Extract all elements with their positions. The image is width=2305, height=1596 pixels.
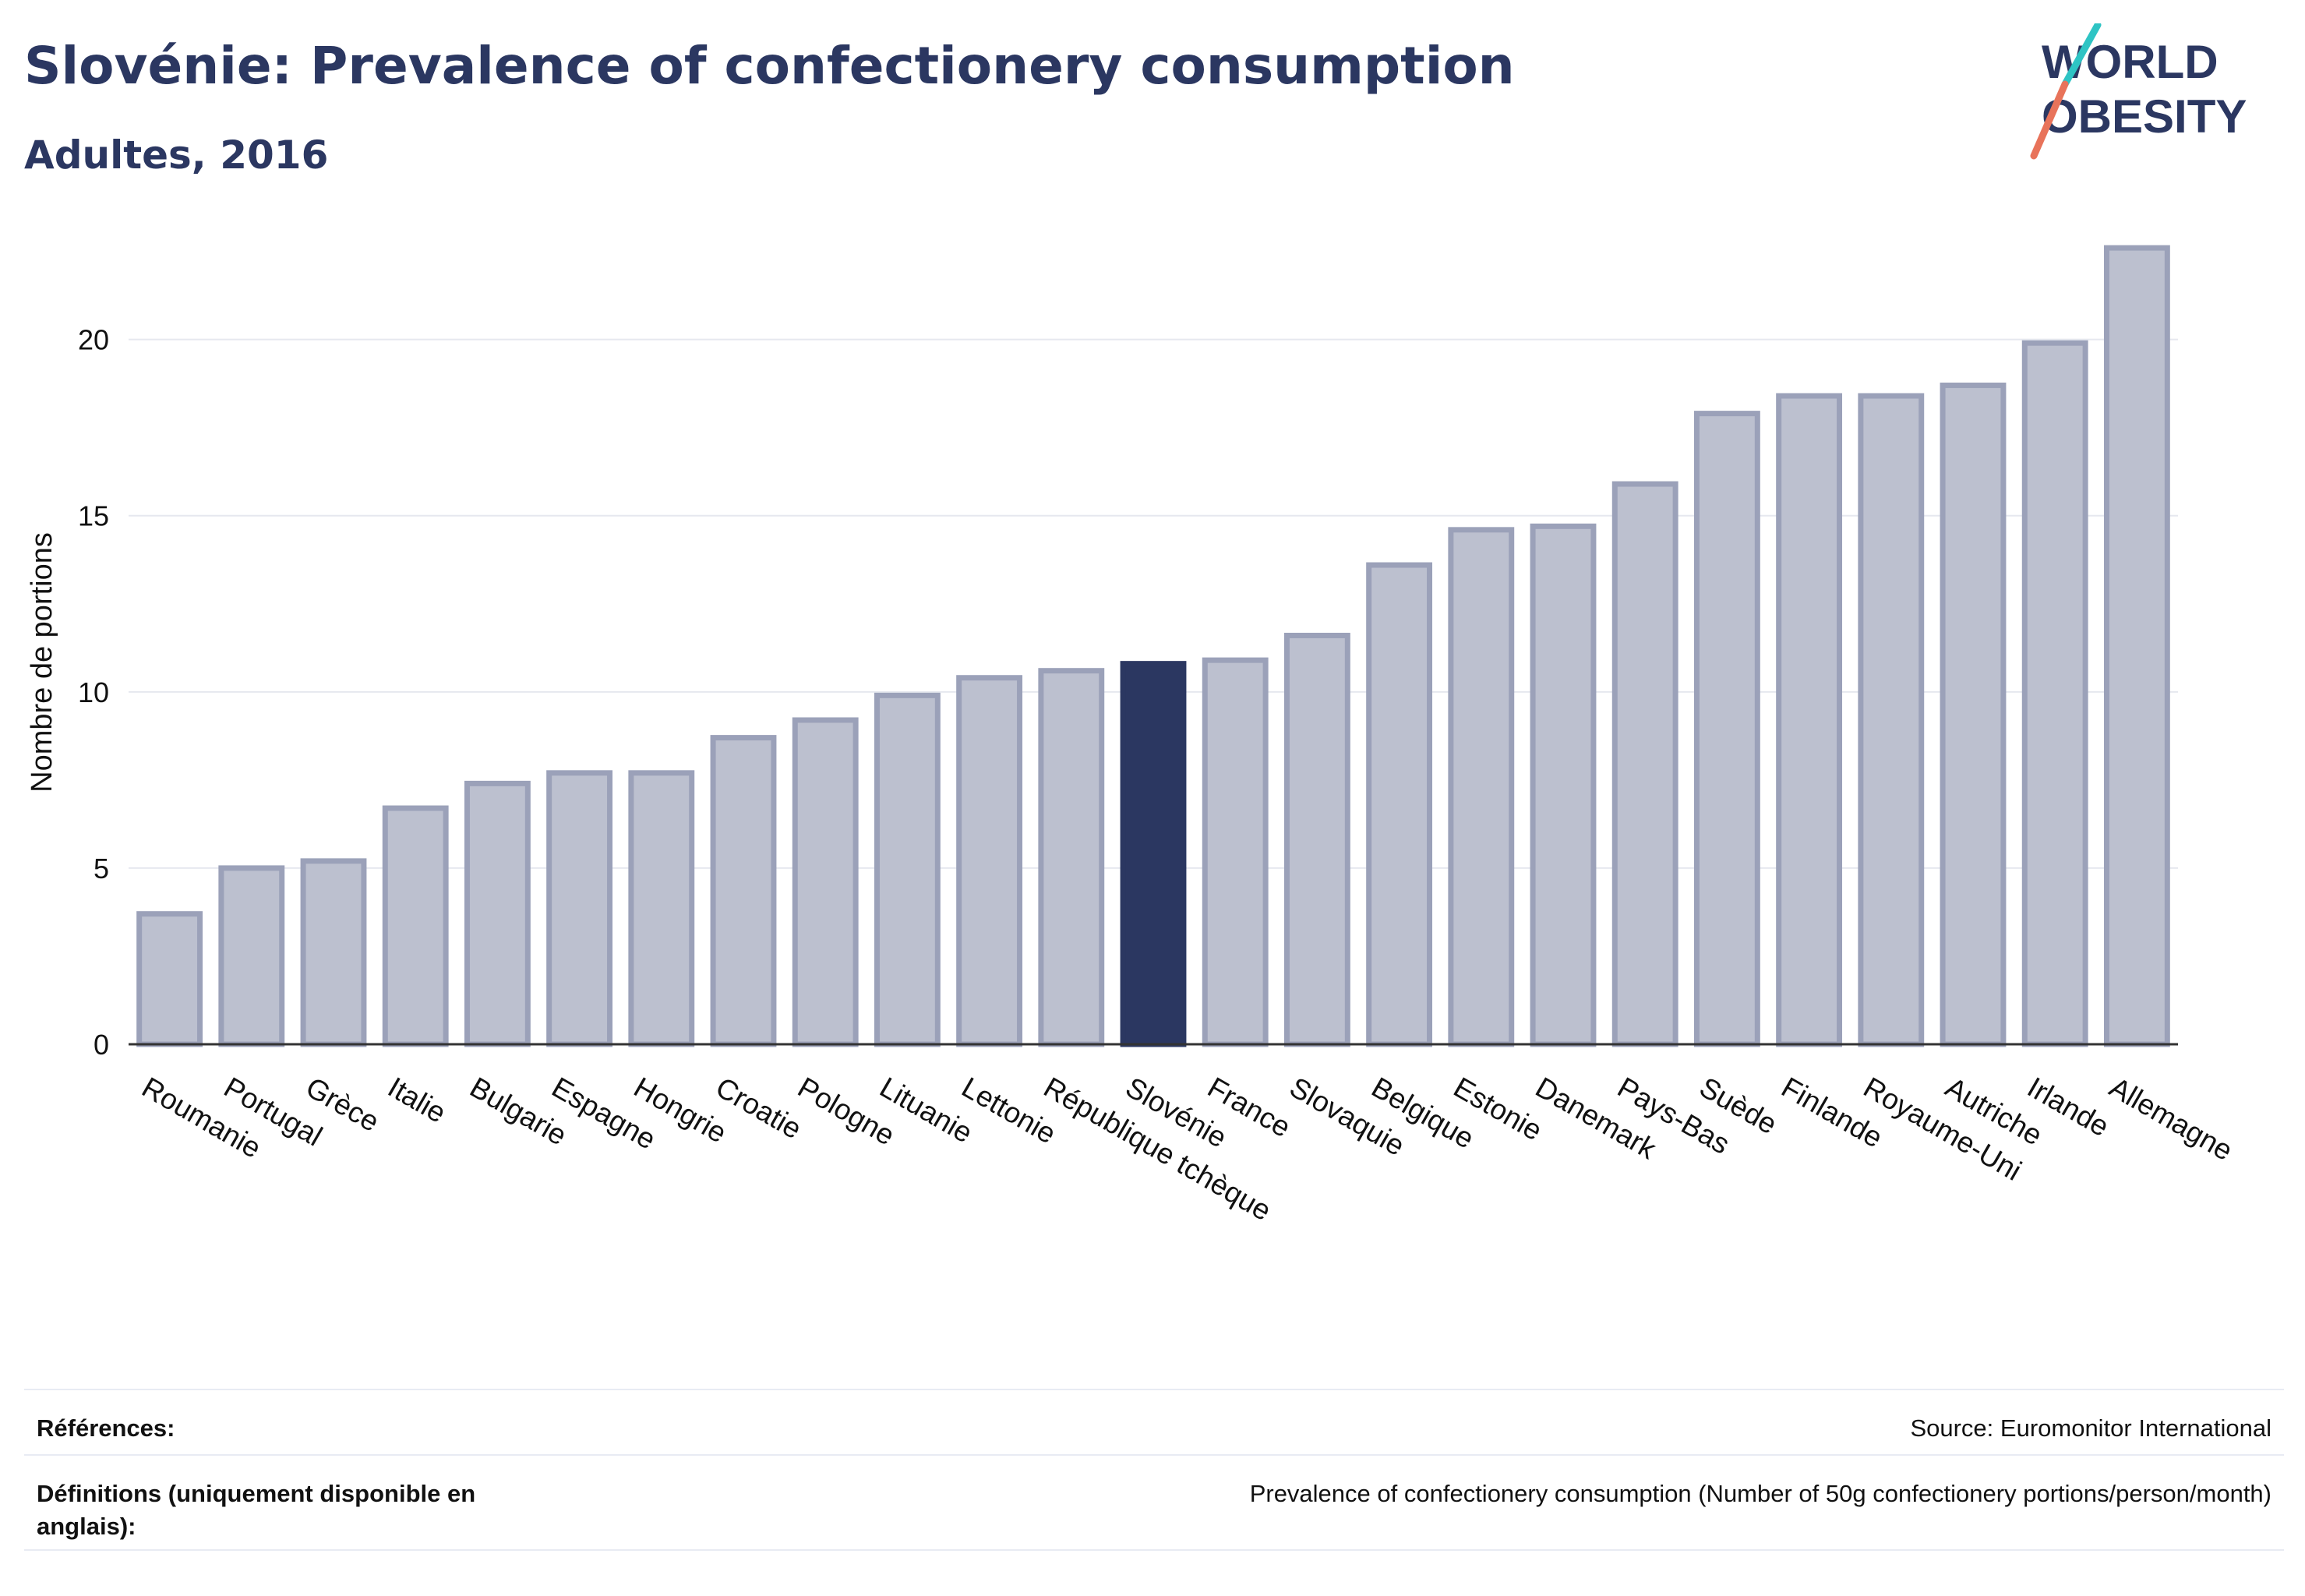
chart-title: Slovénie: Prevalence of confectionery co… [24,36,1515,96]
bar [1693,411,1760,1047]
bar [1530,523,1597,1047]
y-tick-label: 15 [78,500,109,532]
bar [546,770,613,1047]
y-tick-labels: 0 5 10 15 20 [78,324,109,1061]
x-tick-label: Lettonie [956,1071,1061,1149]
bar-highlight [1120,661,1187,1047]
x-tick-label: Allemagne [2104,1071,2238,1167]
x-tick-label: Croatie [711,1071,807,1145]
bar [1202,657,1269,1047]
y-tick-label: 5 [94,853,109,885]
y-tick-label: 10 [78,676,109,708]
references-value: Source: Euromonitor International [1910,1414,2271,1442]
bar [1448,527,1515,1047]
bar [710,735,777,1047]
bar [2021,340,2088,1047]
bar [1611,481,1678,1047]
bar [464,780,531,1047]
bar [1858,393,1925,1047]
x-tick-label: Italie [383,1071,451,1129]
bar [628,770,695,1047]
bar [136,911,203,1047]
footer: Références: Source: Euromonitor Internat… [24,1389,2284,1551]
footer-references-row: Références: Source: Euromonitor Internat… [24,1389,2284,1454]
footer-definitions-row: Définitions (uniquement disponible en an… [24,1454,2284,1551]
y-tick-label: 0 [94,1029,109,1061]
bar [382,805,449,1047]
logo-accent-coral [2030,80,2069,160]
bar [1776,393,1843,1047]
bars-layer [136,245,2170,1047]
world-obesity-logo: WORLD OBESITY [2030,23,2247,160]
chart-subtitle: Adultes, 2016 [24,132,329,178]
logo-accent-teal [2061,23,2102,88]
bar [1038,668,1105,1047]
bar [956,675,1023,1047]
bar [2103,245,2170,1047]
references-label: Références: [37,1414,175,1442]
bar [300,858,367,1047]
bar [1283,632,1350,1047]
y-tick-label: 20 [78,324,109,356]
bar [792,717,859,1047]
bar [874,692,941,1047]
definitions-value: Prevalence of confectionery consumption … [1249,1480,2271,1507]
bar [1940,382,2007,1047]
bar [1366,562,1433,1047]
bar [218,865,285,1047]
y-axis-label: Nombre de portions [26,532,58,793]
logo-line2: OBESITY [2042,90,2247,143]
definitions-label: Définitions (uniquement disponible en an… [37,1480,476,1540]
